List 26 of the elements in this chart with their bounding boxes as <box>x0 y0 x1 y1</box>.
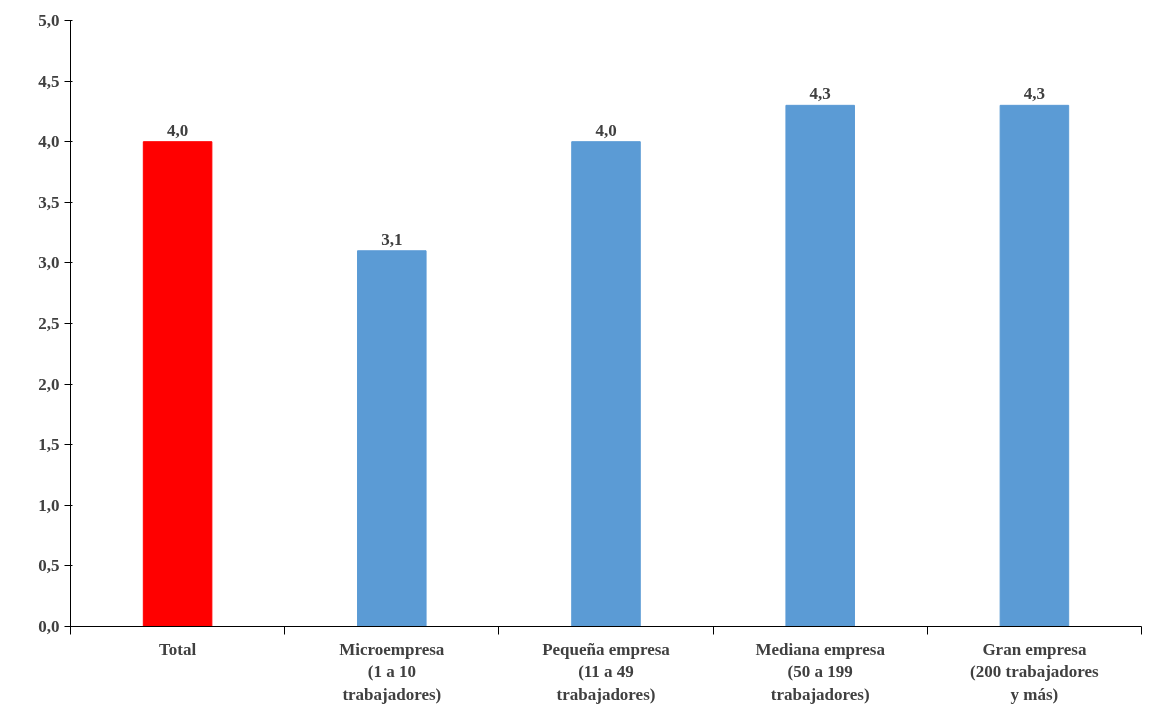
y-tick-label: 1,0 <box>38 495 60 515</box>
x-tick-label: Mediana empresa (50 a 199 trabajadores) <box>755 639 886 705</box>
data-label: 4,3 <box>809 84 831 104</box>
x-tick-label: Gran empresa (200 trabajadores y más) <box>970 639 1100 705</box>
data-label: 4,3 <box>1023 84 1046 104</box>
y-tick-label: 4,5 <box>38 71 60 91</box>
bar <box>571 141 641 627</box>
y-tick-label: 3,0 <box>38 253 60 273</box>
bar <box>357 250 427 627</box>
y-tick-label: 5,0 <box>38 11 60 30</box>
y-tick-label: 1,5 <box>38 435 60 455</box>
x-tick-label: Microempresa (1 a 10 trabajadores) <box>339 639 445 705</box>
x-tick-label: Total <box>159 639 197 659</box>
y-tick-label: 0,0 <box>38 617 60 636</box>
y-tick-label: 3,5 <box>38 192 60 212</box>
data-label: 4,0 <box>166 120 189 140</box>
bar <box>142 141 213 627</box>
y-tick-label: 0,5 <box>38 556 60 576</box>
bar <box>785 104 855 627</box>
bar <box>999 104 1070 627</box>
data-label: 4,0 <box>595 120 617 140</box>
y-tick-label: 2,0 <box>38 374 60 394</box>
y-tick-label: 2,5 <box>38 314 60 333</box>
data-label: 3,1 <box>381 229 403 249</box>
x-tick-label: Pequeña empresa (11 a 49 trabajadores) <box>542 639 671 705</box>
y-tick-label: 4,0 <box>38 132 60 152</box>
